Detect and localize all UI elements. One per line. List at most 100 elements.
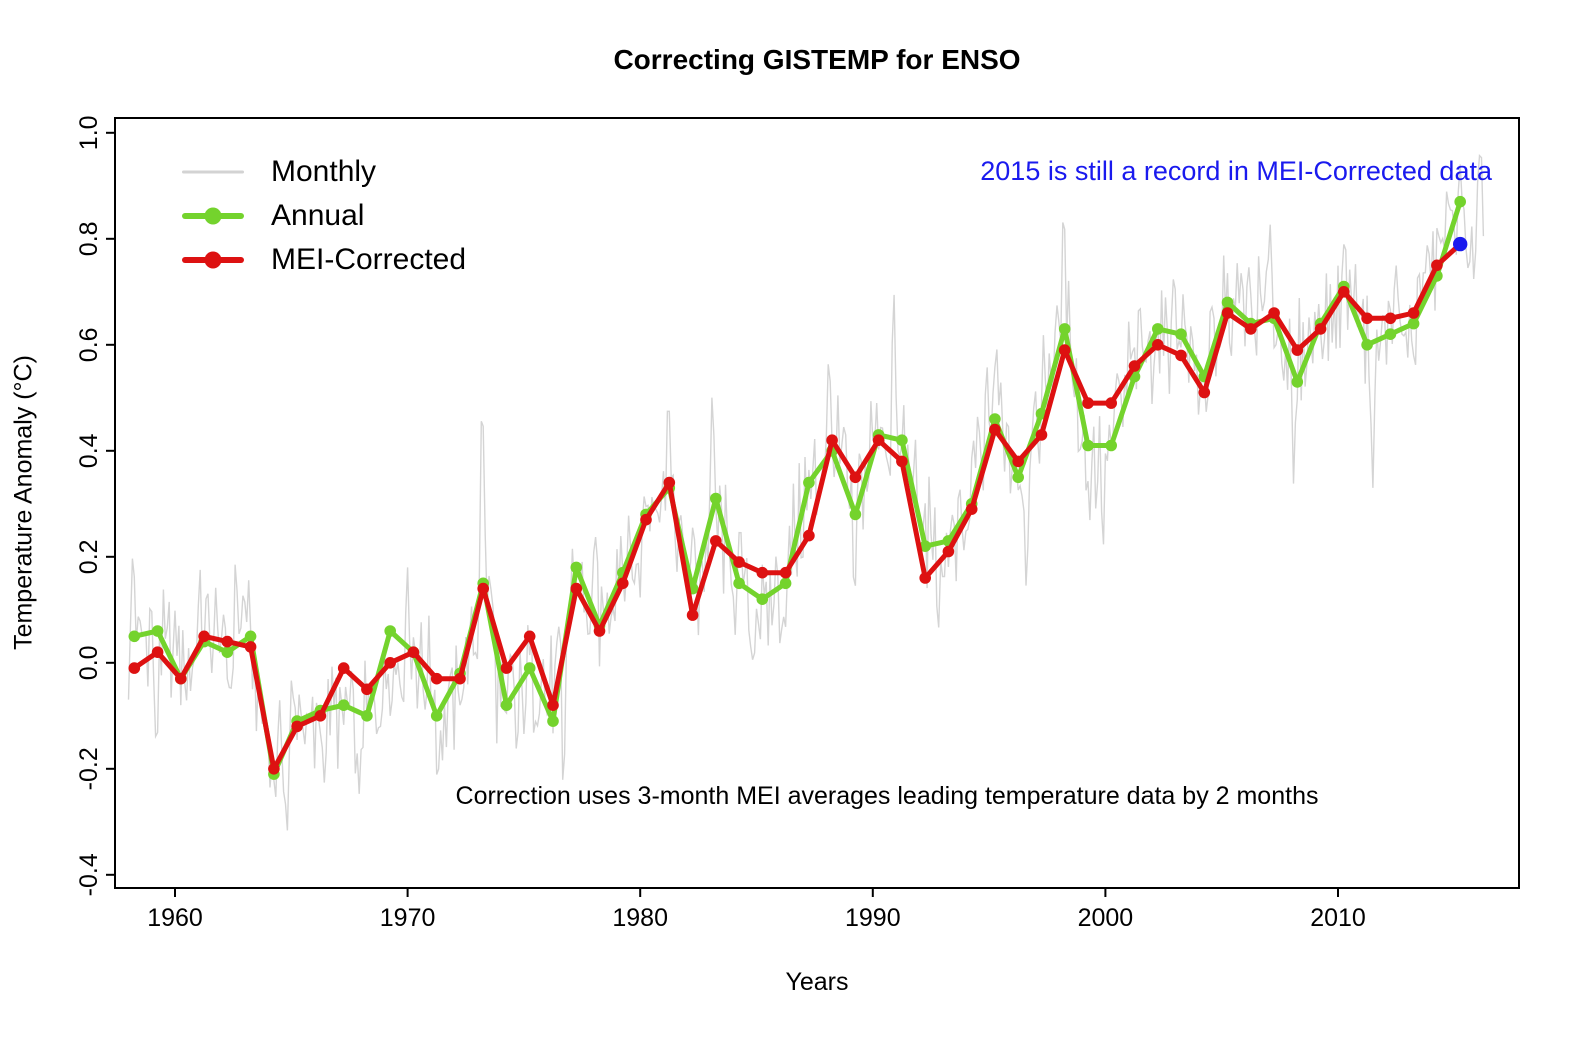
- annual-line-swatch-icon: [182, 206, 244, 226]
- annual-marker: [570, 561, 583, 574]
- annual-marker: [221, 646, 234, 658]
- mei-corrected-marker: [500, 662, 513, 674]
- annual-marker: [919, 540, 931, 552]
- x-axis-title: Years: [785, 968, 849, 996]
- mei-corrected-marker: [640, 513, 652, 526]
- y-tick-label: -0.2: [75, 747, 103, 790]
- annual-line: [131, 199, 1463, 777]
- annual-marker: [733, 577, 745, 590]
- mei-corrected-marker: [1198, 386, 1211, 399]
- mei-corrected-marker: [361, 683, 373, 696]
- annual-marker: [989, 413, 1001, 425]
- annual-marker: [1454, 195, 1466, 208]
- mei-corrected-marker: [151, 646, 164, 658]
- mei-corrected-marker: [617, 577, 629, 590]
- legend-label-mei-corrected: MEI-Corrected: [271, 243, 467, 276]
- record-2015-dot: [1453, 236, 1468, 252]
- mei-corrected-marker: [570, 582, 583, 595]
- monthly-line-swatch-icon: [182, 162, 244, 182]
- mei-corrected-marker: [733, 556, 745, 568]
- annual-marker: [430, 710, 443, 722]
- annual-marker: [1291, 376, 1304, 388]
- annual-marker: [1221, 296, 1234, 309]
- mei-corrected-marker: [384, 657, 397, 669]
- mei-corrected-marker: [291, 720, 303, 733]
- annual-marker: [803, 476, 815, 489]
- annual-marker: [1058, 323, 1071, 335]
- annual-marker: [779, 577, 792, 590]
- plot-border: [114, 117, 1520, 889]
- mei-corrected-marker: [407, 646, 420, 658]
- mei-corrected-marker: [779, 566, 792, 579]
- mei-corrected-marker: [1175, 349, 1187, 362]
- y-axis-title: Temperature Anomaly (°C): [9, 355, 38, 650]
- record-annotation: 2015 is still a record in MEI-Corrected …: [980, 156, 1492, 186]
- annual-marker: [384, 625, 397, 637]
- legend-label-monthly: Monthly: [271, 155, 377, 188]
- mei-corrected-marker: [128, 662, 141, 674]
- mei-corrected-marker: [547, 699, 559, 711]
- x-tick-label: 1970: [380, 904, 436, 932]
- y-tick-label: 0.4: [75, 433, 103, 468]
- mei-corrected-marker: [593, 625, 606, 637]
- annual-marker: [1384, 328, 1397, 341]
- y-tick-label: 0.8: [75, 221, 103, 256]
- annual-marker: [1105, 439, 1117, 452]
- mei-corrected-marker: [454, 672, 466, 685]
- mei-corrected-marker: [1384, 312, 1397, 325]
- mei-corrected-marker: [1314, 323, 1327, 335]
- mei-corrected-line: [131, 241, 1463, 772]
- chart-title: Correcting GISTEMP for ENSO: [613, 44, 1021, 75]
- legend-item-mei-corrected: MEI-Corrected: [182, 238, 466, 282]
- mei-corrected-marker: [268, 763, 280, 775]
- mei-corrected-marker: [989, 423, 1001, 436]
- annual-marker: [128, 630, 141, 643]
- y-tick-label: 1.0: [75, 115, 103, 150]
- mei-corrected-marker: [314, 710, 327, 722]
- annual-marker: [547, 715, 559, 727]
- y-tick-label: 0.6: [75, 327, 103, 362]
- mei-corrected-marker: [1338, 286, 1350, 298]
- annual-marker: [361, 710, 373, 722]
- mei-corrected-marker: [1058, 344, 1071, 356]
- mei-corrected-marker: [1361, 312, 1373, 325]
- y-tick-label: 0.0: [75, 645, 103, 680]
- mei-corrected-marker: [1082, 397, 1094, 409]
- annual-marker: [1175, 328, 1187, 341]
- annual-marker: [756, 593, 769, 605]
- legend-item-annual: Annual: [182, 194, 466, 238]
- annual-marker: [500, 699, 513, 711]
- annual-marker: [896, 434, 908, 447]
- annual-marker: [337, 699, 350, 711]
- mei-corrected-marker: [1221, 307, 1234, 319]
- mei-corrected-marker: [686, 609, 699, 621]
- y-tick-label: 0.2: [75, 539, 103, 574]
- mei-corrected-marker: [942, 545, 955, 558]
- annual-marker: [1407, 317, 1420, 330]
- mei-corrected-marker: [221, 635, 234, 648]
- mei-corrected-marker: [198, 630, 210, 643]
- annual-marker: [1152, 323, 1164, 335]
- mei-corrected-marker: [849, 471, 862, 484]
- mei-corrected-marker: [803, 529, 815, 542]
- legend-item-monthly: Monthly: [182, 150, 466, 194]
- legend-label-annual: Annual: [271, 199, 365, 232]
- mei-line-swatch-icon: [182, 250, 244, 270]
- annual-marker: [1361, 339, 1373, 351]
- y-tick-label: -0.4: [75, 853, 103, 896]
- annual-marker: [710, 492, 722, 505]
- annual-marker: [1082, 439, 1094, 452]
- mei-corrected-marker: [175, 672, 187, 685]
- mei-corrected-marker: [337, 662, 350, 674]
- mei-corrected-marker: [1105, 397, 1117, 409]
- mei-corrected-marker: [896, 455, 908, 468]
- mei-corrected-marker: [710, 535, 722, 547]
- mei-corrected-marker: [244, 641, 257, 653]
- mei-corrected-marker: [1245, 323, 1257, 335]
- annual-marker: [1012, 471, 1024, 484]
- mei-corrected-marker: [1291, 344, 1304, 356]
- mei-corrected-marker: [1407, 307, 1420, 319]
- mei-corrected-marker: [1012, 455, 1024, 468]
